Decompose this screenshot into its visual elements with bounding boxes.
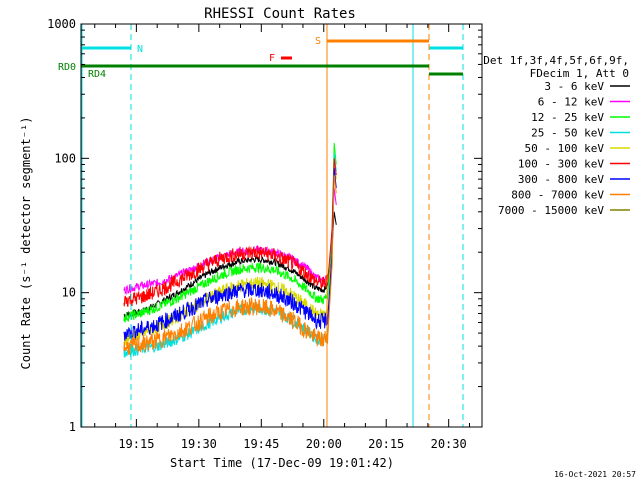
legend-header-line-2: FDecim 1, Att 0 bbox=[530, 67, 629, 80]
x-tick-label: 20:15 bbox=[368, 437, 404, 451]
y-tick-label: 100 bbox=[54, 151, 76, 165]
chart-title: RHESSI Count Rates bbox=[204, 6, 356, 22]
plot-area bbox=[81, 24, 464, 427]
legend-entry-label: 800 - 7000 keV bbox=[511, 189, 604, 202]
annotation-s: S bbox=[315, 36, 321, 47]
y-tick-label: 1000 bbox=[47, 17, 76, 31]
series-line-6 bbox=[123, 158, 337, 307]
legend-header-line-1: Det 1f,3f,4f,5f,6f,9f, bbox=[483, 54, 629, 67]
legend-entry-label: 6 - 12 keV bbox=[538, 96, 605, 109]
legend: Det 1f,3f,4f,5f,6f,9f, FDecim 1, Att 0 3… bbox=[483, 54, 630, 217]
series-line-1 bbox=[123, 211, 337, 320]
annotation-n: N bbox=[137, 44, 143, 55]
series-line-7 bbox=[123, 167, 337, 341]
x-tick-label: 19:45 bbox=[243, 437, 279, 451]
x-tick-label: 19:15 bbox=[118, 437, 154, 451]
y-axis-label: Count Rate (s⁻¹ detector segment⁻¹) bbox=[19, 117, 33, 370]
annotation-rd0: RD0 bbox=[58, 62, 76, 73]
legend-entry-label: 300 - 800 keV bbox=[518, 173, 604, 186]
series-line-3 bbox=[123, 142, 337, 323]
x-tick-label: 19:30 bbox=[181, 437, 217, 451]
footer-timestamp: 16-Oct-2021 20:57 bbox=[554, 470, 636, 479]
axes: N S F RD0 RD4 19:15 19:30 19:45 20:00 20:15 20:30 1… bbox=[47, 17, 482, 451]
x-tick-label: 20:30 bbox=[431, 437, 467, 451]
y-tick-label: 1 bbox=[69, 420, 76, 434]
legend-entry-label: 3 - 6 keV bbox=[544, 80, 604, 93]
legend-entries: 3 - 6 keV 6 - 12 keV 12 - 25 keV 25 - 50 ke… bbox=[498, 80, 630, 217]
annotation-f: F bbox=[269, 53, 275, 64]
series-line-8 bbox=[123, 175, 337, 355]
legend-entry-label: 100 - 300 keV bbox=[518, 158, 604, 171]
legend-entry-label: 7000 - 15000 keV bbox=[498, 204, 604, 217]
annotation-rd4: RD4 bbox=[88, 69, 106, 80]
legend-entry-label: 12 - 25 keV bbox=[531, 111, 604, 124]
legend-entry-label: 50 - 100 keV bbox=[525, 142, 605, 155]
y-tick-label: 10 bbox=[62, 286, 76, 300]
plot-frame bbox=[80, 23, 483, 428]
legend-entry-label: 25 - 50 keV bbox=[531, 127, 604, 140]
x-axis-label: Start Time (17-Dec-09 19:01:42) bbox=[170, 456, 394, 470]
x-tick-label: 20:00 bbox=[306, 437, 342, 451]
